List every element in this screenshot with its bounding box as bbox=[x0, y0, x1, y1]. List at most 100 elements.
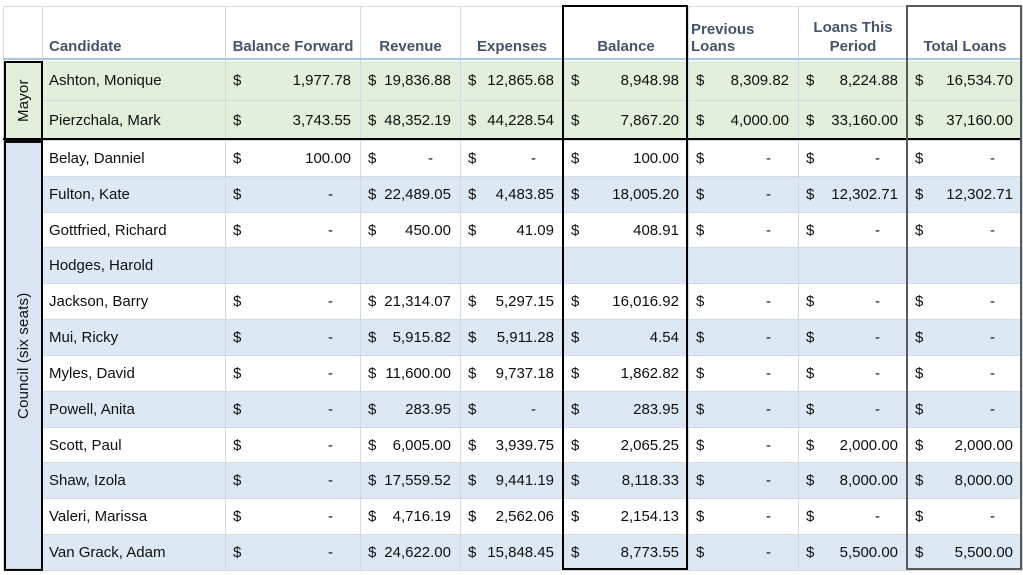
cell-expenses[interactable]: $ - bbox=[461, 141, 564, 177]
cell-expenses[interactable]: $41.09 bbox=[461, 212, 564, 249]
cell-previous_loans[interactable]: $8,309.82 bbox=[689, 61, 799, 101]
cell-balance[interactable]: $283.95 bbox=[564, 391, 689, 428]
cell-revenue[interactable]: $6,005.00 bbox=[361, 427, 461, 464]
cell-expenses[interactable]: $9,737.18 bbox=[461, 355, 564, 392]
cell-candidate[interactable]: Mui, Ricky bbox=[43, 320, 226, 356]
cell-revenue[interactable]: $21,314.07 bbox=[361, 284, 461, 321]
cell-previous_loans[interactable] bbox=[689, 248, 799, 285]
cell-revenue[interactable]: $ - bbox=[361, 141, 461, 177]
cell-loans_this_period[interactable]: $ - bbox=[799, 284, 908, 321]
cell-total_loans[interactable]: $5,500.00 bbox=[908, 535, 1023, 571]
cell-loans_this_period[interactable]: $ - bbox=[799, 141, 908, 177]
cell-candidate[interactable]: Ashton, Monique bbox=[43, 61, 226, 101]
cell-revenue[interactable]: $17,559.52 bbox=[361, 463, 461, 500]
column-header-balance_forward[interactable]: Balance Forward bbox=[226, 7, 361, 61]
cell-candidate[interactable]: Jackson, Barry bbox=[43, 284, 226, 321]
cell-balance[interactable]: $8,773.55 bbox=[564, 535, 689, 571]
cell-expenses[interactable]: $2,562.06 bbox=[461, 499, 564, 536]
cell-balance_forward[interactable]: $3,743.55 bbox=[226, 101, 361, 141]
cell-candidate[interactable]: Shaw, Izola bbox=[43, 463, 226, 500]
cell-candidate[interactable]: Valeri, Marissa bbox=[43, 499, 226, 536]
cell-balance_forward[interactable] bbox=[226, 248, 361, 285]
cell-previous_loans[interactable]: $ - bbox=[689, 141, 799, 177]
cell-revenue[interactable] bbox=[361, 248, 461, 285]
cell-balance[interactable]: $16,016.92 bbox=[564, 284, 689, 321]
cell-expenses[interactable]: $ - bbox=[461, 391, 564, 428]
column-header-loans_this_period[interactable]: Loans This Period bbox=[799, 7, 908, 61]
column-header-expenses[interactable]: Expenses bbox=[461, 7, 564, 61]
cell-previous_loans[interactable]: $ - bbox=[689, 355, 799, 392]
cell-expenses[interactable] bbox=[461, 248, 564, 285]
cell-total_loans[interactable]: $12,302.71 bbox=[908, 176, 1023, 213]
cell-candidate[interactable]: Hodges, Harold bbox=[43, 248, 226, 285]
cell-loans_this_period[interactable]: $ - bbox=[799, 212, 908, 249]
cell-previous_loans[interactable]: $ - bbox=[689, 320, 799, 356]
cell-previous_loans[interactable]: $ - bbox=[689, 535, 799, 571]
cell-loans_this_period[interactable]: $5,500.00 bbox=[799, 535, 908, 571]
cell-balance_forward[interactable]: $ - bbox=[226, 176, 361, 213]
cell-balance[interactable]: $100.00 bbox=[564, 141, 689, 177]
cell-balance_forward[interactable]: $ - bbox=[226, 212, 361, 249]
cell-expenses[interactable]: $15,848.45 bbox=[461, 535, 564, 571]
cell-loans_this_period[interactable]: $2,000.00 bbox=[799, 427, 908, 464]
cell-balance[interactable] bbox=[564, 248, 689, 285]
cell-previous_loans[interactable]: $ - bbox=[689, 176, 799, 213]
cell-balance_forward[interactable]: $ - bbox=[226, 284, 361, 321]
corner-cell[interactable] bbox=[4, 7, 43, 61]
cell-total_loans[interactable]: $ - bbox=[908, 499, 1023, 536]
cell-expenses[interactable]: $5,911.28 bbox=[461, 320, 564, 356]
column-header-revenue[interactable]: Revenue bbox=[361, 7, 461, 61]
cell-total_loans[interactable]: $ - bbox=[908, 355, 1023, 392]
cell-balance[interactable]: $2,154.13 bbox=[564, 499, 689, 536]
cell-expenses[interactable]: $12,865.68 bbox=[461, 61, 564, 101]
cell-balance_forward[interactable]: $ - bbox=[226, 391, 361, 428]
column-header-candidate[interactable]: Candidate bbox=[43, 7, 226, 61]
cell-revenue[interactable]: $48,352.19 bbox=[361, 101, 461, 141]
cell-previous_loans[interactable]: $ - bbox=[689, 463, 799, 500]
column-header-previous_loans[interactable]: Previous Loans bbox=[689, 7, 799, 61]
cell-candidate[interactable]: Myles, David bbox=[43, 355, 226, 392]
cell-expenses[interactable]: $5,297.15 bbox=[461, 284, 564, 321]
row-group-label[interactable]: Mayor bbox=[4, 61, 43, 141]
cell-loans_this_period[interactable]: $8,224.88 bbox=[799, 61, 908, 101]
cell-total_loans[interactable]: $16,534.70 bbox=[908, 61, 1023, 101]
cell-loans_this_period[interactable]: $ - bbox=[799, 499, 908, 536]
cell-balance_forward[interactable]: $1,977.78 bbox=[226, 61, 361, 101]
cell-balance_forward[interactable]: $ - bbox=[226, 355, 361, 392]
cell-revenue[interactable]: $450.00 bbox=[361, 212, 461, 249]
cell-total_loans[interactable]: $ - bbox=[908, 284, 1023, 321]
cell-candidate[interactable]: Van Grack, Adam bbox=[43, 535, 226, 571]
column-header-total_loans[interactable]: Total Loans bbox=[908, 7, 1023, 61]
cell-revenue[interactable]: $11,600.00 bbox=[361, 355, 461, 392]
cell-loans_this_period[interactable]: $8,000.00 bbox=[799, 463, 908, 500]
cell-balance_forward[interactable]: $ - bbox=[226, 427, 361, 464]
cell-balance[interactable]: $8,118.33 bbox=[564, 463, 689, 500]
cell-total_loans[interactable] bbox=[908, 248, 1023, 285]
cell-expenses[interactable]: $3,939.75 bbox=[461, 427, 564, 464]
cell-balance[interactable]: $8,948.98 bbox=[564, 61, 689, 101]
cell-balance[interactable]: $1,862.82 bbox=[564, 355, 689, 392]
cell-balance[interactable]: $18,005.20 bbox=[564, 176, 689, 213]
cell-balance[interactable]: $7,867.20 bbox=[564, 101, 689, 141]
cell-total_loans[interactable]: $ - bbox=[908, 391, 1023, 428]
cell-candidate[interactable]: Scott, Paul bbox=[43, 427, 226, 464]
cell-revenue[interactable]: $22,489.05 bbox=[361, 176, 461, 213]
cell-candidate[interactable]: Gottfried, Richard bbox=[43, 212, 226, 249]
row-group-label[interactable]: Council (six seats) bbox=[4, 141, 43, 571]
column-header-balance[interactable]: Balance bbox=[564, 7, 689, 61]
cell-balance_forward[interactable]: $ - bbox=[226, 463, 361, 500]
cell-total_loans[interactable]: $ - bbox=[908, 320, 1023, 356]
cell-expenses[interactable]: $4,483.85 bbox=[461, 176, 564, 213]
cell-loans_this_period[interactable]: $ - bbox=[799, 320, 908, 356]
cell-total_loans[interactable]: $ - bbox=[908, 141, 1023, 177]
cell-total_loans[interactable]: $2,000.00 bbox=[908, 427, 1023, 464]
cell-total_loans[interactable]: $ - bbox=[908, 212, 1023, 249]
cell-balance[interactable]: $408.91 bbox=[564, 212, 689, 249]
cell-previous_loans[interactable]: $ - bbox=[689, 499, 799, 536]
cell-revenue[interactable]: $19,836.88 bbox=[361, 61, 461, 101]
cell-balance_forward[interactable]: $ - bbox=[226, 535, 361, 571]
cell-loans_this_period[interactable]: $ - bbox=[799, 391, 908, 428]
cell-total_loans[interactable]: $8,000.00 bbox=[908, 463, 1023, 500]
cell-loans_this_period[interactable]: $12,302.71 bbox=[799, 176, 908, 213]
cell-candidate[interactable]: Pierzchala, Mark bbox=[43, 101, 226, 141]
